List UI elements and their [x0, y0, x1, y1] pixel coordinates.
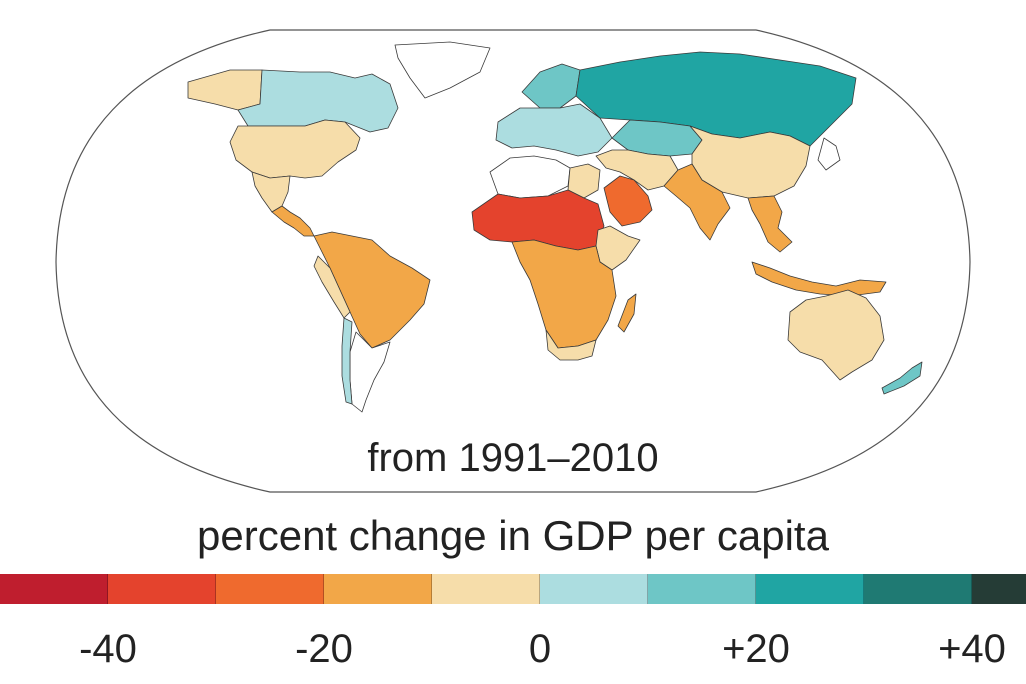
colorbar-tick-label: 0	[528, 627, 552, 671]
region-greenland	[394, 41, 491, 99]
region-australia	[787, 289, 885, 381]
colorbar-swatch	[216, 574, 324, 604]
world-map	[55, 29, 971, 493]
region-southeast-asia	[747, 195, 793, 253]
colorbar-swatch	[108, 574, 216, 604]
colorbar-tick-label: -40	[79, 627, 137, 671]
map-caption: from 1991–2010	[367, 436, 659, 480]
colorbar	[0, 574, 1026, 604]
region-china	[689, 125, 811, 199]
region-europe	[495, 103, 613, 157]
colorbar-tick-label: +40	[938, 627, 1006, 671]
colorbar-tick-label: +20	[722, 627, 790, 671]
region-central-africa	[511, 239, 617, 349]
colorbar-swatch	[432, 574, 540, 604]
region-new-zealand	[881, 361, 923, 395]
region-south-asia	[663, 163, 731, 241]
colorbar-swatch	[540, 574, 648, 604]
colorbar-swatch	[756, 574, 864, 604]
colorbar-swatch	[0, 574, 108, 604]
region-japan	[817, 137, 841, 171]
region-southern-africa	[545, 329, 597, 361]
legend-title: percent change in GDP per capita	[197, 512, 829, 559]
region-arabian-peninsula	[603, 175, 653, 227]
colorbar-swatch	[972, 574, 1026, 604]
colorbar-swatch	[864, 574, 972, 604]
region-chile	[341, 317, 353, 405]
region-canada	[237, 69, 399, 133]
region-central-america	[271, 205, 315, 237]
colorbar-swatch	[648, 574, 756, 604]
region-united-states	[229, 119, 361, 179]
region-indonesia	[751, 261, 887, 297]
colorbar-tick-label: -20	[295, 627, 353, 671]
colorbar-swatch	[324, 574, 432, 604]
region-madagascar	[617, 293, 637, 333]
